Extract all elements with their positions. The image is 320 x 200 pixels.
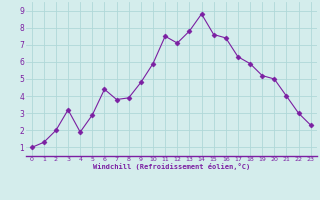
X-axis label: Windchill (Refroidissement éolien,°C): Windchill (Refroidissement éolien,°C) bbox=[92, 163, 250, 170]
